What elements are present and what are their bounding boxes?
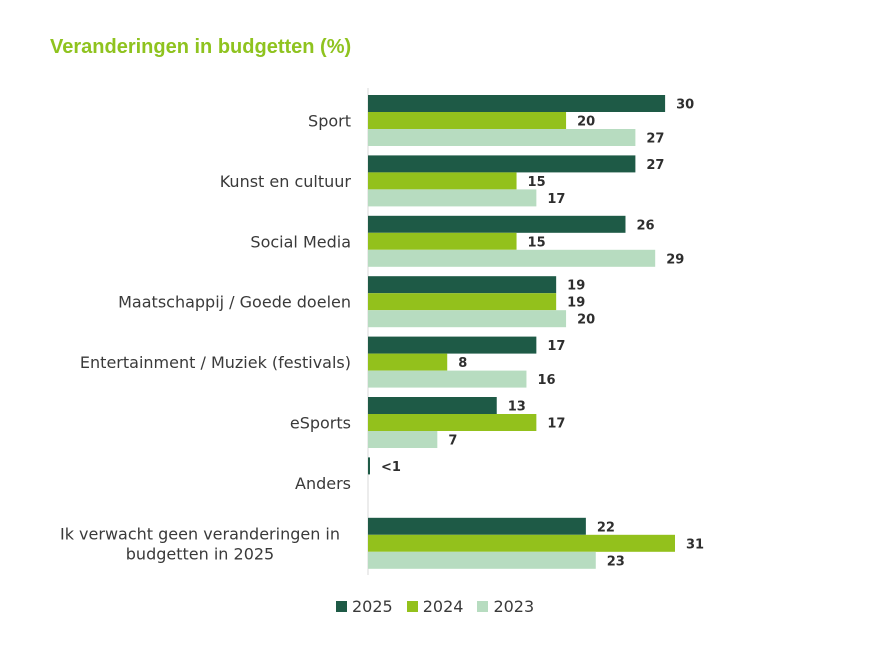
bar-2024 xyxy=(368,112,567,129)
category-label: eSports xyxy=(290,414,351,433)
category-label: Kunst en cultuur xyxy=(220,172,352,191)
data-label: 8 xyxy=(458,356,467,371)
data-label: 17 xyxy=(547,339,565,354)
data-label: 15 xyxy=(528,175,546,190)
data-label: 30 xyxy=(676,98,694,113)
data-label: 7 xyxy=(448,434,457,449)
data-label: 26 xyxy=(636,218,654,233)
category-label: Ik verwacht geen veranderingen in xyxy=(60,524,340,543)
legend-label: 2024 xyxy=(422,597,464,616)
data-label: 29 xyxy=(666,252,684,267)
bar-2025 xyxy=(368,457,370,475)
bar-2023 xyxy=(368,370,527,388)
legend-swatch xyxy=(477,601,489,612)
bar-2025 xyxy=(368,517,586,535)
category-label: Social Media xyxy=(250,232,351,251)
data-label: 13 xyxy=(508,400,526,415)
bar-2024 xyxy=(368,353,448,371)
bar-2023 xyxy=(368,431,438,448)
data-label: 15 xyxy=(528,235,546,250)
bar-2025 xyxy=(368,336,537,354)
legend-swatch xyxy=(336,601,347,612)
category-label: Maatschappij / Goede doelen xyxy=(118,293,351,312)
bar-2023 xyxy=(368,189,537,207)
data-label: 23 xyxy=(607,554,625,569)
bar-2023 xyxy=(368,551,596,569)
bar-2024 xyxy=(368,172,517,190)
data-label: 20 xyxy=(577,313,595,328)
bar-2024 xyxy=(368,534,675,552)
data-label: 31 xyxy=(686,537,704,552)
bar-2024 xyxy=(368,414,537,431)
data-label: 27 xyxy=(646,132,664,147)
bar-2025 xyxy=(368,215,626,233)
legend-label: 2025 xyxy=(352,597,393,616)
bar-2023 xyxy=(368,310,567,328)
bar-2024 xyxy=(368,232,517,250)
data-label: 17 xyxy=(547,417,565,432)
data-label: 22 xyxy=(597,520,615,535)
chart-title: Veranderingen in budgetten (%) xyxy=(50,36,352,58)
bar-2023 xyxy=(368,129,636,146)
chart-legend: 2025 2024 2023 xyxy=(336,597,534,616)
category-label: budgetten in 2025 xyxy=(126,544,274,563)
data-label: 27 xyxy=(646,158,664,173)
category-label: Entertainment / Muziek (festivals) xyxy=(80,353,351,372)
data-label: <1 xyxy=(381,460,401,475)
bar-2025 xyxy=(368,397,497,414)
bar-2025 xyxy=(368,155,636,173)
legend-item-2024: 2024 xyxy=(406,597,464,616)
legend-item-2023: 2023 xyxy=(477,597,534,616)
bar-2023 xyxy=(368,249,656,267)
data-label: 19 xyxy=(567,279,585,294)
legend-item-2025: 2025 xyxy=(336,597,393,616)
data-label: 20 xyxy=(577,115,595,130)
category-label: Anders xyxy=(295,474,351,493)
legend-label: 2023 xyxy=(493,597,535,616)
legend-swatch xyxy=(406,601,418,612)
data-label: 19 xyxy=(567,296,585,311)
data-label: 17 xyxy=(547,192,565,207)
bar-2025 xyxy=(368,95,666,112)
data-label: 16 xyxy=(537,373,555,388)
category-label: Sport xyxy=(308,112,351,131)
bar-2025 xyxy=(368,276,557,294)
bar-2024 xyxy=(368,293,557,311)
